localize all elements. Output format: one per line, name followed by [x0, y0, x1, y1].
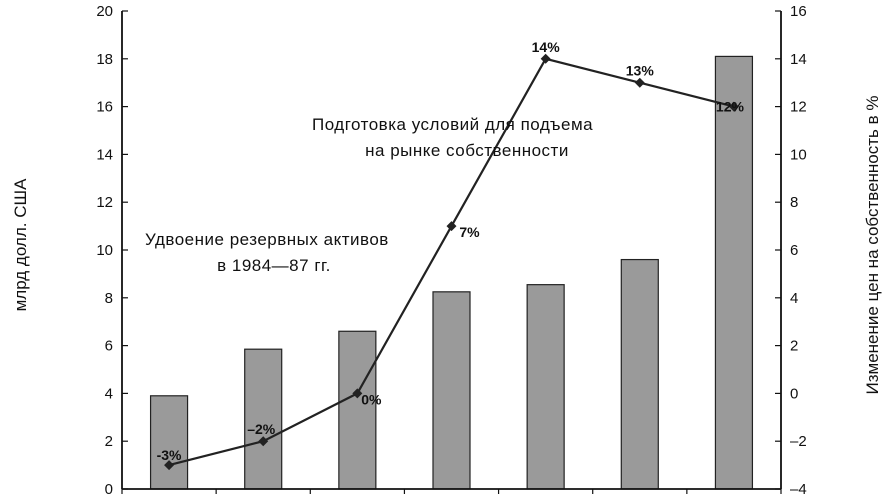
- annotation-reserves-line-1: Удвоение резервных активов: [145, 230, 389, 249]
- right-tick-label: 14: [790, 51, 807, 68]
- bar: [432, 291, 471, 490]
- bar: [338, 330, 377, 490]
- right-tick-label: 8: [790, 194, 798, 211]
- line-point-marker: [446, 221, 457, 232]
- bar: [149, 395, 189, 490]
- data-labels-layer: -3% –2% 0% 7% 14% 13% 12%: [157, 39, 745, 463]
- bar: [526, 284, 565, 490]
- left-tick-label: 14: [96, 146, 113, 163]
- left-tick-label: 12: [96, 194, 113, 211]
- right-axis-title: Изменение цен на собственность в %: [863, 96, 882, 395]
- right-tick-label: 4: [790, 290, 798, 307]
- annotation-property-line-1: Подготовка условий для подъема: [312, 115, 593, 134]
- line-point-marker: [258, 436, 269, 447]
- left-tick-label: 18: [96, 51, 113, 68]
- left-axis-title: млрд долл. США: [11, 178, 30, 311]
- right-tick-label: 0: [790, 385, 798, 402]
- line-point-marker: [634, 77, 645, 88]
- annotation-reserves-line-2: в 1984—87 гг.: [217, 256, 331, 275]
- line-point-marker: [164, 460, 175, 471]
- data-label: -3%: [157, 447, 182, 463]
- annotation-property-line-2: на рынке собственности: [365, 141, 569, 160]
- left-tick-label: 10: [96, 242, 113, 259]
- data-label: 0%: [361, 391, 382, 407]
- right-tick-label: –2: [790, 433, 807, 450]
- right-tick-label: 16: [790, 3, 807, 20]
- bar: [620, 258, 659, 490]
- bar: [714, 55, 754, 490]
- right-tick-label: 2: [790, 338, 798, 355]
- right-tick-label: 10: [790, 146, 807, 163]
- right-tick-label: 12: [790, 99, 807, 116]
- right-tick-label: –4: [790, 481, 807, 497]
- right-tick-label: 6: [790, 242, 798, 259]
- line-point-marker: [352, 388, 363, 399]
- left-tick-label: 8: [105, 290, 113, 307]
- line-point-marker: [728, 101, 739, 112]
- bar: [244, 348, 283, 490]
- data-label: 14%: [532, 39, 561, 55]
- left-tick-label: 0: [105, 481, 113, 497]
- price-change-line-layer: [164, 53, 739, 471]
- bars-layer: [149, 55, 754, 490]
- data-label: 13%: [626, 63, 655, 79]
- left-tick-label: 4: [105, 385, 113, 402]
- left-tick-label: 16: [96, 99, 113, 116]
- data-label: 12%: [716, 99, 745, 115]
- left-tick-label: 20: [96, 3, 113, 20]
- left-tick-label: 2: [105, 433, 113, 450]
- left-tick-label: 6: [105, 338, 113, 355]
- line-point-marker: [540, 53, 551, 64]
- data-label: –2%: [247, 421, 276, 437]
- axes-layer: 0 2 4 6 8 10 12 14 16 18 20 –4 –2 0 2 4 6 8 10 12 14 16: [96, 3, 806, 497]
- data-label: 7%: [459, 224, 480, 240]
